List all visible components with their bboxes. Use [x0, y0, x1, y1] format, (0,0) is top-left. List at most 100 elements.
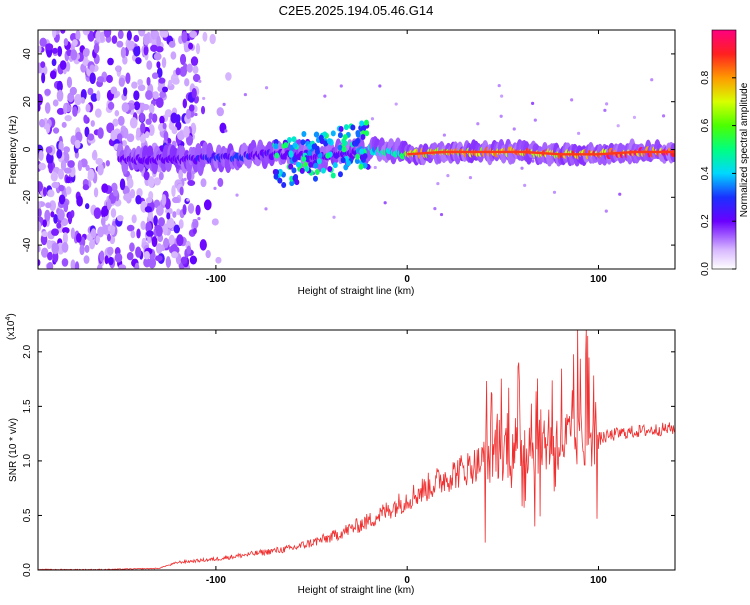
spectrogram-scatter-cell [213, 186, 217, 190]
spectrogram-plume-cell [299, 167, 305, 174]
spectrogram-noise-cell [170, 112, 178, 124]
spectrogram-noise-cell [144, 131, 150, 139]
spectrogram-noise-cell [89, 64, 95, 72]
colorbar-gradient [711, 29, 737, 270]
spectrogram-noise-cell [205, 249, 211, 259]
spectrogram-noise-cell [168, 79, 173, 87]
snr-ticks: -100 0 100 0.0 0.5 1.0 1.5 2.0 [22, 330, 675, 586]
spectrogram-noise-cell [74, 93, 82, 106]
spectrogram-noise-cell [177, 130, 185, 141]
spectrogram-noise-cell [211, 218, 219, 226]
spectrogram-noise-cell [127, 40, 135, 47]
spectrogram-noise-cell [133, 90, 140, 101]
spectrogram-noise-cell [145, 118, 152, 125]
spectrogram-noise-cell [155, 46, 164, 53]
spectrogram-noise-cell [38, 150, 44, 161]
spectrogram-noise-cell [180, 256, 188, 265]
spectrogram-noise-cell [121, 140, 127, 147]
spectrogram-noise-cell [46, 261, 54, 269]
spectrogram-noise-cell [187, 179, 196, 186]
spectrogram-noise-cell [179, 66, 187, 77]
spectrogram-ytick-label: -40 [22, 237, 33, 252]
spectrogram-noise-cell [89, 72, 96, 85]
spectrogram-noise-cell [147, 176, 155, 188]
spectrogram-plume-cell [292, 142, 298, 149]
spectrogram-noise-cell [161, 57, 167, 69]
spectrogram-scatter-cell [436, 181, 440, 186]
spectrogram-noise-cell [79, 244, 85, 256]
spectrogram-noise-cell [135, 195, 142, 205]
spectrogram-noise-cell [176, 234, 184, 247]
spectrogram-noise-cell [163, 237, 169, 249]
spectrogram-noise-cell [133, 46, 141, 57]
spectrogram-plume-cell [313, 131, 319, 138]
spectrogram-plume-cell [337, 144, 343, 151]
spectrogram-plume-cell [326, 138, 332, 145]
spectrogram-noise-cell [125, 72, 131, 84]
spectrogram-noise-cell [187, 203, 195, 214]
spectrogram-noise-cell [51, 242, 60, 255]
spectrogram-noise-cell [82, 30, 90, 36]
spectrogram-noise-cell [56, 222, 62, 229]
spectrogram-noise-cell [72, 106, 78, 117]
spectrogram-plume-cell [289, 180, 295, 187]
spectrogram-noise-cell [185, 108, 191, 120]
spectrogram-noise-cell [107, 256, 114, 266]
spectrogram-noise-cell [67, 160, 75, 168]
spectrogram-noise-cell [115, 65, 121, 72]
spectrogram-plume-cell [322, 131, 328, 138]
spectrogram-noise-cell [114, 252, 123, 263]
spectrogram-noise-cell [200, 105, 206, 115]
spectrogram-noise-cell [71, 39, 78, 47]
spectrogram-noise-cell [51, 228, 60, 236]
spectrogram-noise-cell [143, 251, 150, 260]
spectrogram-noise-cell [49, 70, 57, 80]
spectrogram-noise-cell [151, 72, 159, 80]
spectrogram-noise-cell [166, 217, 175, 229]
spectrogram-noise-cell [134, 262, 140, 269]
spectrogram-noise-cell [49, 200, 57, 212]
spectrogram-ytick-label: 40 [22, 48, 33, 60]
spectrogram-noise-cell [97, 127, 104, 139]
spectrogram-noise-cell [116, 40, 124, 48]
spectrogram-scatter-cell [650, 78, 654, 82]
spectrogram-plume-cell [361, 125, 367, 132]
spectrogram-noise-cell [171, 126, 178, 135]
spectrogram-noise-cell [39, 37, 47, 48]
spectrogram-noise-cell [41, 72, 46, 84]
spectrogram-xtick-label: 100 [590, 274, 607, 285]
spectrogram-noise-cell [171, 251, 179, 259]
spectrogram-noise-cell [126, 30, 132, 41]
spectrogram-scatter-cell [500, 94, 504, 98]
spectrogram-noise-cell [74, 261, 80, 269]
spectrogram-plot-area [38, 30, 675, 269]
spectrogram-noise-cell [107, 101, 115, 110]
spectrogram-plume-cell [320, 167, 326, 174]
spectrogram-noise-cell [168, 234, 175, 245]
spectrogram-noise-cell [82, 48, 90, 57]
spectrogram-noise-cell [65, 61, 71, 72]
spectrogram-noise-cell [147, 236, 152, 244]
spectrogram-plume-cell [350, 124, 356, 131]
spectrogram-noise-cell [38, 208, 42, 217]
spectrogram-noise-cell [110, 208, 117, 218]
spectrogram-noise-cell [69, 86, 78, 96]
spectrogram-noise-cell [156, 35, 161, 48]
snr-ytick-label: 1.0 [22, 454, 33, 468]
spectrogram-noise-cell [120, 46, 126, 59]
spectrogram-scatter-cell [243, 92, 247, 97]
spectrogram-noise-cell [111, 35, 118, 44]
spectrogram-noise-cell [138, 30, 146, 37]
spectrogram-noise-cell [38, 45, 42, 53]
spectrogram-noise-cell [179, 186, 184, 196]
spectrogram-noise-cell [52, 30, 57, 39]
spectrogram-noise-cell [129, 117, 138, 129]
spectrogram-plume-cell [343, 124, 349, 131]
spectrogram-noise-cell [84, 244, 90, 253]
spectrogram-plume-cell [334, 152, 340, 159]
spectrogram-noise-cell [172, 211, 177, 218]
snr-series-line [38, 330, 675, 570]
spectrogram-plume-cell [311, 143, 317, 150]
spectrogram-noise-cell [151, 113, 158, 123]
